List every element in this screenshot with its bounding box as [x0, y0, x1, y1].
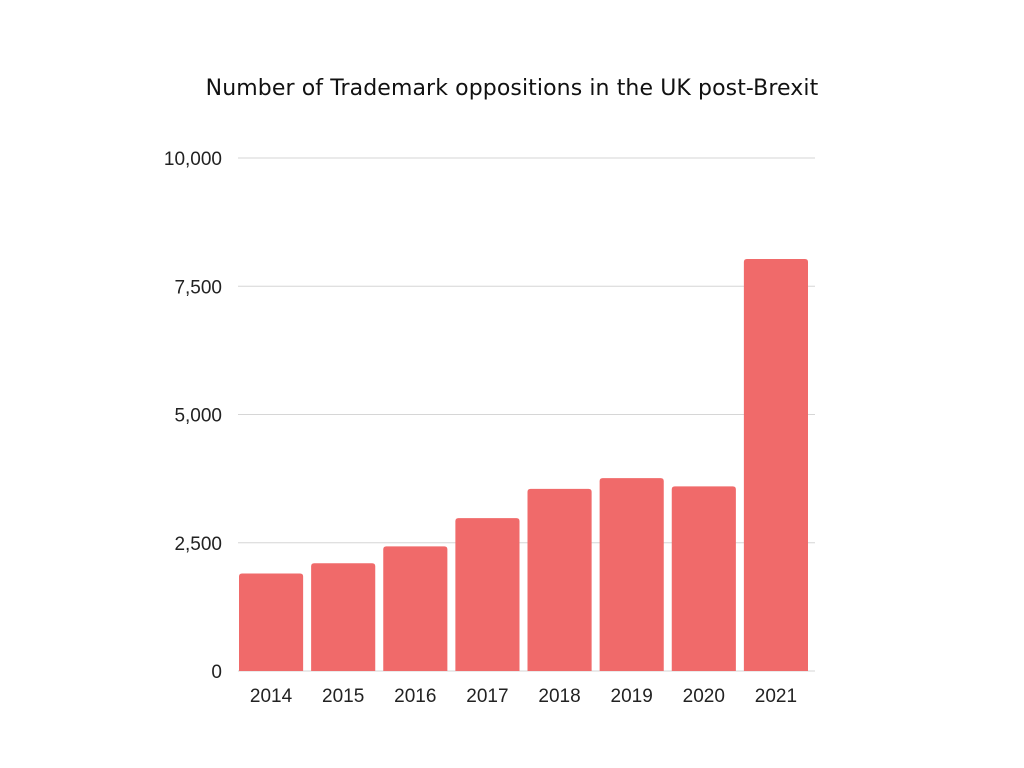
bar-2019 [599, 478, 664, 671]
y-tick-label: 0 [211, 662, 222, 683]
x-tick-label: 2019 [611, 686, 653, 707]
bars [239, 259, 808, 671]
bar-2021 [743, 259, 808, 671]
bar-2020 [671, 486, 736, 671]
bar-2015 [311, 563, 376, 671]
bar-2018 [527, 488, 592, 671]
x-axis-tick-labels: 2014 2015 2016 2017 2018 2019 2020 2021 [250, 686, 797, 707]
bar-2016 [383, 546, 448, 671]
bar-2017 [455, 518, 520, 671]
x-tick-label: 2021 [755, 686, 797, 707]
x-tick-label: 2014 [250, 686, 293, 707]
chart-title: Number of Trademark oppositions in the U… [205, 76, 819, 101]
bar-2014 [239, 573, 304, 671]
y-tick-label: 10,000 [164, 149, 222, 170]
x-tick-label: 2015 [322, 686, 364, 707]
y-tick-label: 7,500 [174, 277, 222, 298]
x-tick-label: 2017 [466, 686, 508, 707]
x-tick-label: 2020 [683, 686, 725, 707]
x-tick-label: 2016 [394, 686, 436, 707]
y-tick-label: 2,500 [174, 534, 222, 555]
y-axis-tick-labels: 0 2,500 5,000 7,500 10,000 [164, 149, 222, 683]
x-tick-label: 2018 [538, 686, 580, 707]
y-tick-label: 5,000 [174, 406, 222, 427]
